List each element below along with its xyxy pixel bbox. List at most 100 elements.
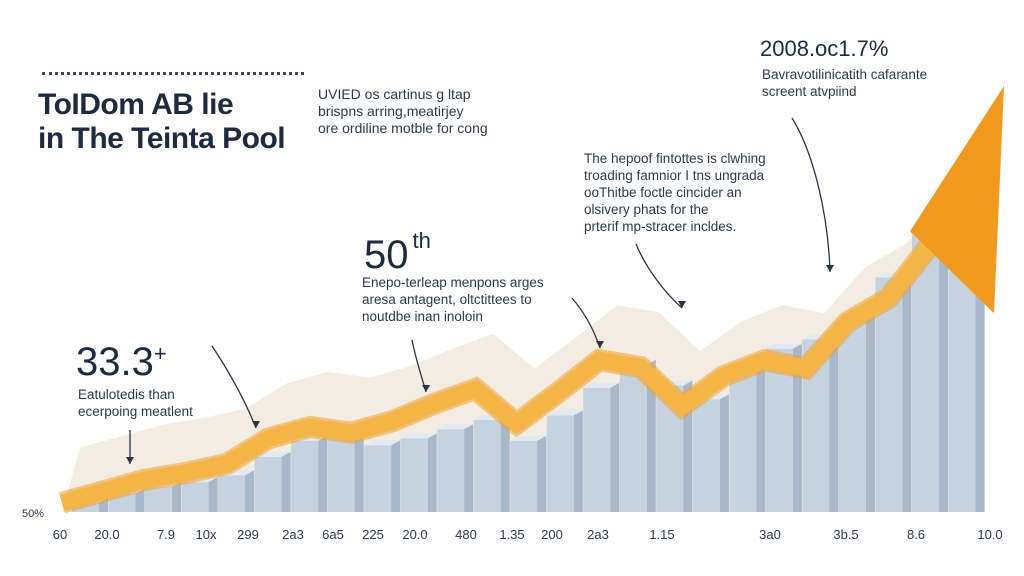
bar-6-front <box>254 456 282 512</box>
callout-4-line-2: screent atvpiind <box>762 84 857 99</box>
callout-1-line-1: Eatulotedis than <box>78 387 175 402</box>
leader-callout-2-tip <box>422 385 430 392</box>
leader-callout-3 <box>635 243 683 309</box>
callout-3-text: The hepoof fintottes is clwhing troading… <box>584 150 766 235</box>
bar-8-side <box>354 431 364 512</box>
bar-10 <box>400 433 437 512</box>
x-tick-label-18: 10.0 <box>977 527 1003 542</box>
bar-23 <box>875 272 912 512</box>
x-tick-label-1: 60 <box>52 527 68 542</box>
bar-3-front <box>145 486 173 512</box>
bar-22-side <box>865 316 875 512</box>
callout-1-number: 33.3 <box>76 340 154 384</box>
callout-2-line-3: noutdbe inan inoloin <box>362 309 483 324</box>
x-tick-label-7: 6a5 <box>322 527 344 542</box>
bar-10-side <box>427 433 437 512</box>
chart-trend-group <box>59 86 1004 514</box>
x-tick-label-4: 10x <box>195 527 217 542</box>
bar-11-front <box>437 429 465 512</box>
callout-2-number: 50 <box>364 233 409 277</box>
bar-13 <box>510 435 547 512</box>
bar-13-front <box>510 440 538 512</box>
bar-5 <box>218 470 255 512</box>
callout-3-line-4: olsivery phats for the <box>584 202 709 217</box>
bar-7 <box>291 435 328 512</box>
bar-11-top <box>437 424 474 430</box>
bar-18 <box>692 394 729 512</box>
callout-4-value: 2008.oc1.7% <box>760 36 889 61</box>
bar-7-front <box>291 440 319 512</box>
bar-2-side <box>135 488 145 512</box>
chart-title-line-1: ToIDom AB lie <box>38 88 234 121</box>
callout-3-line-3: ooThitbe foctle cincider an <box>584 185 742 200</box>
callout-1-text: Eatulotedis than ecerpoing meatlent <box>78 386 193 420</box>
leader-callout-1-tip <box>252 421 260 428</box>
bar-16-side <box>646 359 656 512</box>
bar-23-front <box>875 277 903 512</box>
x-tick-label-16: 3b.5 <box>833 527 859 542</box>
callout-1-line-2: ecerpoing meatlent <box>78 404 193 419</box>
callout-1-suffix: + <box>153 341 167 366</box>
callout-3-line-5: prterif mp-stracer incldes. <box>584 219 737 234</box>
bar-14 <box>546 410 583 512</box>
bar-5-front <box>218 475 246 512</box>
bar-14-side <box>573 410 583 512</box>
trend-line <box>59 239 937 511</box>
chart-subtitle: UVIED os cartinus g ltap brispns arring,… <box>318 86 488 137</box>
x-tick-label-17: 8.6 <box>906 527 926 542</box>
callout-3-line-2: troading famnior I tns ungrada <box>584 168 765 183</box>
bar-6-side <box>281 451 291 512</box>
bar-22-front <box>838 321 866 512</box>
trend-arrow-head <box>910 86 1004 314</box>
bar-18-front <box>692 399 720 512</box>
bar-16 <box>619 359 656 512</box>
x-tick-label-8: 225 <box>362 527 384 542</box>
bar-6 <box>254 451 291 512</box>
leader-callout-1b-tip <box>126 457 134 464</box>
bar-14-front <box>546 415 574 512</box>
bar-4-front <box>181 482 209 512</box>
bar-9 <box>364 440 401 512</box>
x-tick-label-5: 299 <box>237 527 259 542</box>
bar-19-front <box>729 367 757 512</box>
bar-10-top <box>400 433 437 439</box>
bar-23-side <box>902 272 912 512</box>
bar-9-side <box>391 440 401 512</box>
subtitle-line-3: ore ordiline motble for cong <box>318 120 488 136</box>
callout-1-value: 33.3+ <box>76 340 167 385</box>
x-tick-label-14: 1.15 <box>649 527 675 542</box>
bar-15 <box>583 382 620 512</box>
bar-16-front <box>619 364 647 512</box>
x-tick-label-3: 7.9 <box>156 527 176 542</box>
x-tick-label-10: 480 <box>455 527 477 542</box>
callout-4-text: Bavravotilinicatith cafarante screent at… <box>762 66 927 100</box>
bar-24-side <box>938 224 948 512</box>
bar-13-top <box>510 435 547 441</box>
leader-callout-3-tip <box>678 301 686 308</box>
bar-8-front <box>327 436 355 512</box>
x-tick-label-12: 200 <box>541 527 563 542</box>
callout-3-line-1: The hepoof fintottes is clwhing <box>584 151 766 166</box>
bar-20-top <box>765 343 802 349</box>
callout-2-line-1: Enepo-terleap menpons arges <box>362 275 544 290</box>
bar-9-front <box>364 445 392 512</box>
bar-19-side <box>756 362 766 512</box>
bar-12-front <box>473 420 501 512</box>
bar-18-side <box>719 394 729 512</box>
x-tick-label-9: 20.0 <box>402 527 428 542</box>
bar-11-side <box>464 424 474 512</box>
bar-14-top <box>546 410 583 416</box>
bar-19 <box>729 362 766 512</box>
title-dotted-rule <box>42 72 304 75</box>
bar-5-side <box>245 470 255 512</box>
bar-4-side <box>208 477 218 512</box>
bar-10-front <box>400 438 428 512</box>
bar-7-side <box>318 435 328 512</box>
bar-15-front <box>583 387 611 512</box>
bar-8 <box>327 431 364 512</box>
bar-15-top <box>583 382 620 388</box>
callout-2-line-2: aresa antagent, oltctittees to <box>362 292 532 307</box>
leader-callout-2b-tip <box>596 341 604 348</box>
